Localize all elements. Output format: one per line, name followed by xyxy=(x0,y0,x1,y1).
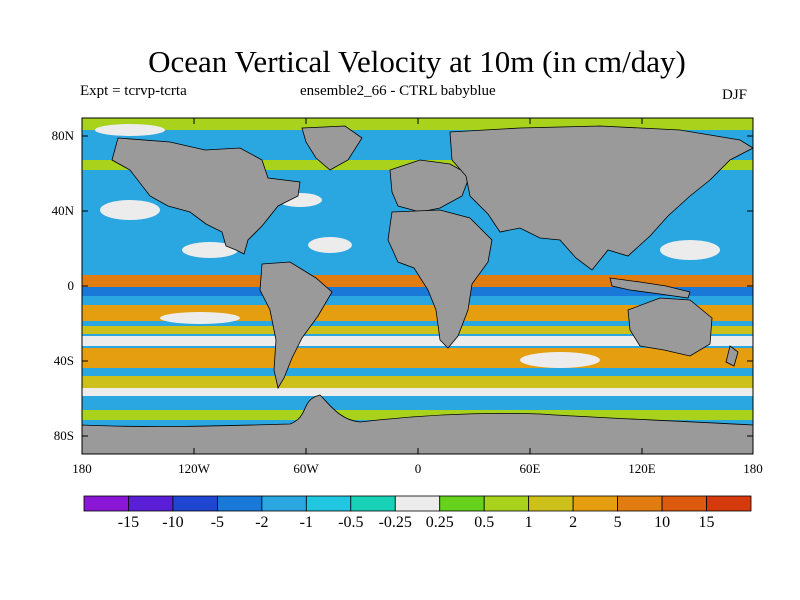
colorbar-label: 0.5 xyxy=(474,514,495,531)
colorbar-label: 15 xyxy=(698,514,715,531)
colorbar-swatch xyxy=(261,495,307,512)
white-patch xyxy=(95,124,165,136)
colorbar-swatch xyxy=(305,495,352,512)
colorbar-swatch xyxy=(128,495,174,512)
colorbar-label: -10 xyxy=(162,514,184,531)
colorbar-swatch xyxy=(216,495,263,512)
white-patch xyxy=(160,312,240,324)
colorbar-label: 1 xyxy=(524,514,533,531)
map-title: Ocean Vertical Velocity at 10m (in cm/da… xyxy=(148,44,686,79)
colorbar-swatch xyxy=(483,495,530,512)
lon-label-0: 0 xyxy=(414,461,422,476)
colorbar-label: 0.25 xyxy=(425,514,454,531)
south-america xyxy=(259,261,333,390)
colorbar-swatch xyxy=(661,495,707,512)
north-america xyxy=(111,137,301,255)
experiment-label: Expt = tcrvp-tcrta xyxy=(80,83,187,99)
colorbar-swatch xyxy=(528,495,574,512)
australia xyxy=(627,297,713,357)
colorbar-label: 5 xyxy=(613,514,622,531)
acc-green xyxy=(82,410,753,420)
lon-label-60e: 60E xyxy=(519,461,541,476)
colorbar-label: -2 xyxy=(255,514,269,531)
colorbar-swatch xyxy=(350,495,396,512)
white-patch xyxy=(520,352,600,368)
south-subtropic-band xyxy=(82,305,753,321)
new-zealand xyxy=(725,345,739,367)
south-equator-band xyxy=(82,287,753,296)
lat-label-0: 0 xyxy=(67,278,75,293)
colorbar-label: 10 xyxy=(654,514,671,531)
lon-label-120w: 120W xyxy=(178,461,210,476)
lon-label-120e: 120E xyxy=(628,461,656,476)
colorbar-label: -5 xyxy=(210,514,225,531)
colorbar-swatch xyxy=(572,495,619,512)
colorbar-label: 2 xyxy=(569,514,578,531)
axis-ticks xyxy=(81,118,754,454)
lat-label-40n: 40N xyxy=(51,203,74,218)
colorbar-label: -15 xyxy=(117,514,140,531)
indonesia xyxy=(609,277,691,299)
acc-white xyxy=(82,388,753,396)
lon-label-60w: 60W xyxy=(293,461,319,476)
acc-band-2 xyxy=(82,376,753,388)
greenland xyxy=(301,125,363,171)
africa xyxy=(387,209,493,349)
white-patch xyxy=(660,240,720,260)
colorbar-label: -0.25 xyxy=(378,514,412,531)
colorbar-swatch xyxy=(617,495,663,512)
colorbar-swatch xyxy=(439,495,485,512)
lon-label-180w: 180 xyxy=(72,461,92,476)
colorbar-swatch xyxy=(394,495,441,512)
lon-label-180e: 180 xyxy=(743,461,763,476)
colorbar-swatch xyxy=(706,495,752,512)
south-band xyxy=(82,326,753,334)
colorbar-label: -1 xyxy=(299,514,313,531)
lat-label-40s: 40S xyxy=(53,353,74,368)
lat-label-80n: 80N xyxy=(51,128,74,143)
season-label: DJF xyxy=(722,87,748,103)
colorbar-swatch xyxy=(172,495,218,512)
asia xyxy=(449,125,753,271)
europe xyxy=(389,159,471,213)
ensemble-label: ensemble2_66 - CTRL babyblue xyxy=(300,83,496,99)
south-white-band xyxy=(82,336,753,346)
white-patch xyxy=(100,200,160,220)
colorbar-swatch xyxy=(83,495,129,512)
lat-label-80s: 80S xyxy=(53,428,74,443)
white-patch xyxy=(182,242,238,258)
colorbar-label: -0.5 xyxy=(338,514,364,531)
acc-blue xyxy=(82,396,753,410)
equator-upwelling-band xyxy=(82,275,753,287)
antarctica xyxy=(82,394,753,454)
white-patch xyxy=(308,237,352,253)
